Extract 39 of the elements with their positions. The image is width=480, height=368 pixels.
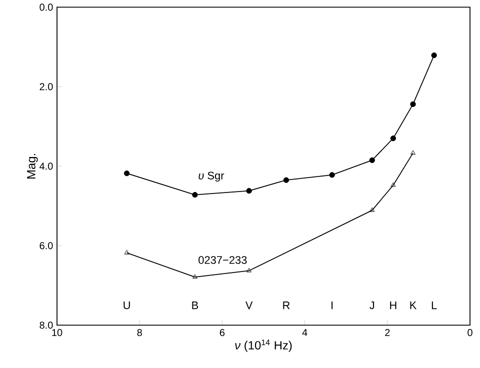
point (246, 188, 252, 194)
point (369, 157, 375, 163)
x-tick-label: 8 (137, 328, 142, 336)
point (283, 177, 290, 183)
x-tick-label: 10 (52, 328, 62, 336)
x-axis-title: ν (10$^{14}$ Hz) (235, 340, 292, 352)
annotation: B (192, 301, 198, 309)
point (390, 135, 396, 142)
series-label: 0237−233 (198, 256, 247, 264)
y-tick-label: 6.0 (40, 242, 53, 250)
y-axis-title: Mag. (27, 154, 38, 178)
annotation: I (332, 301, 333, 309)
annotation: J (370, 301, 374, 310)
annotation: R (283, 301, 290, 309)
point (192, 192, 198, 198)
point (410, 150, 416, 155)
x-tick-label: 6 (220, 328, 225, 336)
annotation: U (124, 301, 130, 310)
point (192, 274, 198, 279)
annotation: L (432, 301, 437, 309)
point (410, 101, 416, 107)
point (329, 172, 335, 178)
y-tick-label: 8.0 (40, 322, 53, 329)
annotation: K (410, 301, 417, 309)
point (390, 182, 396, 187)
annotation: H (390, 301, 396, 309)
x-tick-label: 0 (468, 328, 472, 336)
y-tick-label: 2.0 (40, 83, 53, 90)
x-tick-label: 4 (302, 328, 308, 336)
point (124, 250, 130, 254)
point (431, 52, 437, 58)
series-label: υ Sgr (198, 172, 224, 182)
point (370, 207, 375, 212)
y-tick-label: 0.0 (40, 4, 53, 11)
annotation: V (245, 301, 253, 309)
y-tick-label: 4.0 (40, 162, 53, 170)
point (124, 170, 130, 176)
x-tick-label: 2 (385, 328, 390, 336)
point (246, 268, 252, 272)
